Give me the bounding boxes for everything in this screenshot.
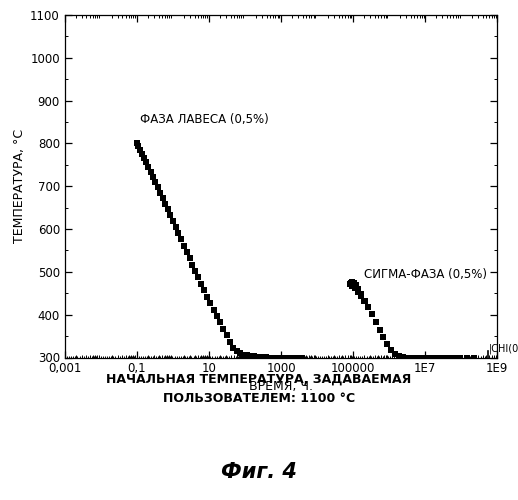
Y-axis label: ТЕМПЕРАТУРА, °С: ТЕМПЕРАТУРА, °С (13, 129, 26, 244)
Text: ПОЛЬЗОВАТЕЛЕМ: 1100 °C: ПОЛЬЗОВАТЕЛЕМ: 1100 °C (163, 392, 355, 406)
Text: СИГМА-ФАЗА (0,5%): СИГМА-ФАЗА (0,5%) (364, 268, 487, 280)
X-axis label: ВРЕМЯ, Ч.: ВРЕМЯ, Ч. (249, 380, 313, 392)
Text: Фиг. 4: Фиг. 4 (221, 462, 297, 482)
Text: |CHI(0.5%): |CHI(0.5%) (488, 344, 518, 354)
Text: НАЧАЛЬНАЯ ТЕМПЕРАТУРА, ЗАДАВАЕМАЯ: НАЧАЛЬНАЯ ТЕМПЕРАТУРА, ЗАДАВАЕМАЯ (106, 372, 412, 386)
Text: ФАЗА ЛАВЕСА (0,5%): ФАЗА ЛАВЕСА (0,5%) (140, 114, 268, 126)
